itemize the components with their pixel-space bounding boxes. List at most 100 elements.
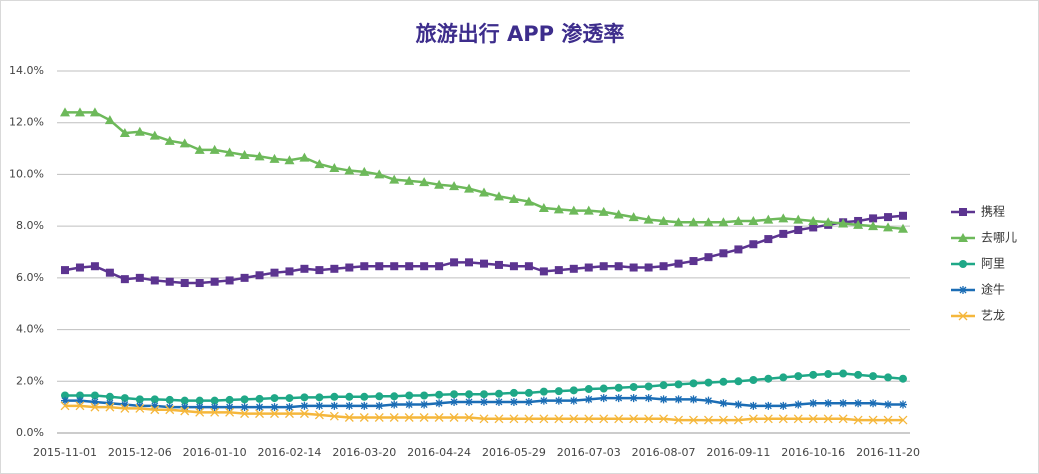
data-point: [569, 414, 579, 424]
data-point: [285, 403, 294, 412]
data-point: [719, 377, 728, 386]
data-point: [614, 414, 624, 424]
data-point: [524, 414, 534, 424]
data-point: [299, 152, 310, 162]
y-tick-label: 0.0%: [16, 426, 44, 439]
data-point: [239, 150, 250, 160]
data-point: [375, 392, 384, 401]
data-point: [583, 205, 594, 215]
data-point: [704, 378, 713, 387]
data-point: [494, 260, 503, 269]
data-point: [165, 403, 174, 412]
data-point: [120, 400, 129, 409]
data-point: [405, 391, 414, 400]
data-point: [869, 214, 878, 223]
data-point: [629, 382, 638, 391]
data-point: [404, 413, 414, 422]
data-point: [569, 264, 578, 273]
data-point: [523, 196, 534, 206]
data-point: [704, 253, 713, 262]
data-point: [689, 379, 698, 388]
data-point: [344, 413, 354, 422]
y-tick-label: 2.0%: [16, 374, 44, 387]
y-tick-label: 6.0%: [16, 271, 44, 284]
data-point: [883, 415, 893, 425]
data-point: [360, 262, 369, 271]
data-point: [195, 403, 204, 412]
data-point: [674, 259, 683, 268]
data-point: [629, 414, 639, 424]
data-point: [299, 409, 309, 419]
data-point: [420, 400, 429, 409]
data-point: [435, 262, 444, 271]
data-point: [314, 159, 325, 169]
data-point: [704, 415, 713, 425]
data-point: [674, 415, 683, 425]
data-point: [105, 268, 114, 277]
data-point: [120, 275, 129, 284]
data-point: [195, 407, 205, 417]
data-point: [255, 394, 264, 403]
legend-marker: [958, 233, 968, 242]
data-point: [285, 409, 294, 419]
data-point: [240, 395, 249, 404]
data-point: [180, 396, 189, 405]
data-point: [553, 204, 564, 214]
data-point: [135, 403, 145, 413]
y-tick-label: 10.0%: [9, 167, 44, 180]
data-point: [105, 402, 115, 412]
data-point: [749, 401, 758, 410]
data-point: [164, 135, 175, 145]
legend-marker: [959, 286, 967, 294]
data-point: [898, 415, 908, 425]
data-point: [763, 414, 773, 424]
data-point: [869, 399, 878, 408]
data-point: [375, 401, 384, 410]
legend-label: 阿里: [981, 257, 1005, 271]
data-point: [74, 107, 85, 117]
data-point: [509, 262, 518, 271]
data-point: [104, 115, 115, 125]
data-point: [90, 402, 100, 412]
data-point: [224, 147, 235, 157]
data-point: [240, 403, 249, 412]
data-point: [734, 245, 743, 254]
data-point: [659, 414, 669, 424]
data-point: [300, 264, 309, 273]
data-point: [315, 266, 324, 275]
data-point: [823, 217, 834, 227]
data-point: [674, 395, 683, 404]
x-tick-label: 2016-01-10: [183, 446, 247, 459]
data-point: [390, 392, 399, 401]
data-point: [718, 217, 729, 227]
x-tick-label: 2016-02-14: [257, 446, 321, 459]
data-point: [450, 258, 459, 267]
data-point: [194, 144, 205, 154]
data-point: [763, 214, 774, 224]
data-point: [688, 217, 699, 227]
data-point: [105, 392, 114, 401]
data-point: [643, 214, 654, 224]
data-point: [644, 382, 653, 391]
data-point: [493, 191, 504, 201]
data-point: [838, 414, 848, 424]
data-point: [524, 388, 533, 397]
data-point: [464, 413, 474, 422]
data-point: [195, 396, 204, 405]
data-point: [135, 395, 144, 404]
data-point: [734, 400, 743, 409]
x-tick-label: 2016-11-20: [856, 446, 920, 459]
data-point: [209, 144, 220, 154]
data-point: [823, 414, 833, 424]
data-point: [404, 175, 415, 185]
data-point: [120, 394, 129, 403]
data-point: [465, 258, 474, 267]
data-point: [464, 183, 475, 193]
data-point: [480, 397, 488, 406]
data-point: [838, 218, 849, 228]
data-point: [509, 397, 518, 406]
data-point: [195, 279, 204, 288]
data-point: [210, 396, 219, 405]
data-point: [884, 213, 893, 222]
